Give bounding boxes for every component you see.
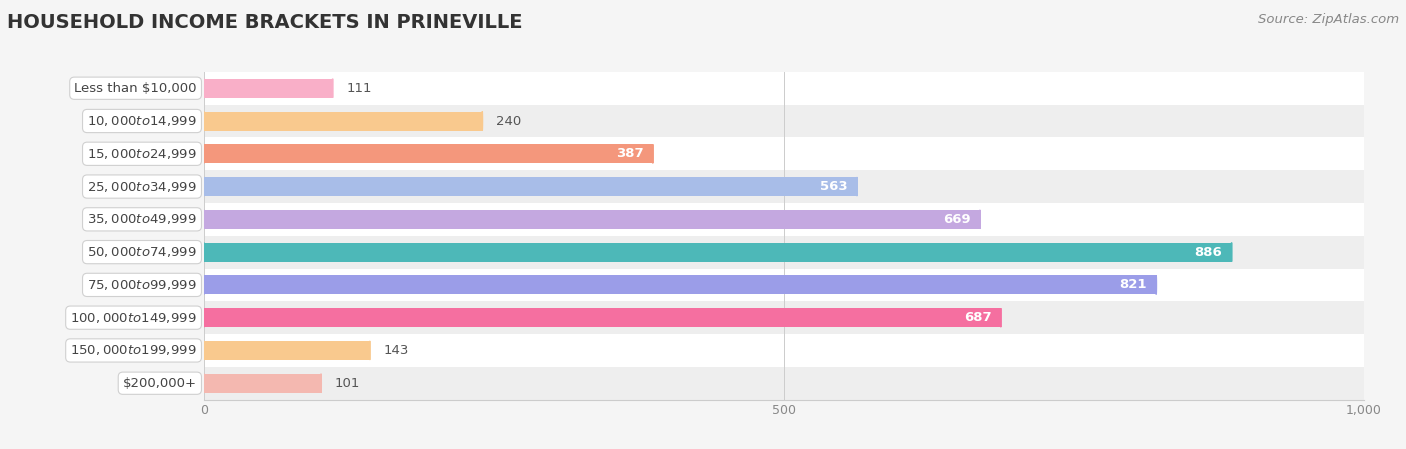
Text: 240: 240	[496, 114, 522, 128]
Bar	[204, 144, 652, 163]
Bar	[204, 242, 1232, 262]
Text: $50,000 to $74,999: $50,000 to $74,999	[87, 245, 197, 259]
FancyBboxPatch shape	[204, 367, 1364, 400]
Text: Less than $10,000: Less than $10,000	[75, 82, 197, 95]
Bar	[204, 374, 321, 393]
Bar	[204, 210, 980, 229]
Text: 821: 821	[1119, 278, 1147, 291]
FancyBboxPatch shape	[204, 269, 1364, 301]
Text: 687: 687	[965, 311, 991, 324]
Text: 101: 101	[335, 377, 360, 390]
Bar	[204, 111, 482, 131]
Text: $15,000 to $24,999: $15,000 to $24,999	[87, 147, 197, 161]
Text: 563: 563	[820, 180, 848, 193]
FancyBboxPatch shape	[204, 72, 1364, 105]
Text: 387: 387	[616, 147, 644, 160]
FancyBboxPatch shape	[204, 105, 1364, 137]
Text: $10,000 to $14,999: $10,000 to $14,999	[87, 114, 197, 128]
FancyBboxPatch shape	[204, 301, 1364, 334]
Text: 111: 111	[346, 82, 373, 95]
Bar	[204, 275, 1156, 295]
Text: $150,000 to $199,999: $150,000 to $199,999	[70, 343, 197, 357]
Bar	[204, 308, 1001, 327]
FancyBboxPatch shape	[204, 203, 1364, 236]
FancyBboxPatch shape	[204, 137, 1364, 170]
Text: $25,000 to $34,999: $25,000 to $34,999	[87, 180, 197, 194]
Text: HOUSEHOLD INCOME BRACKETS IN PRINEVILLE: HOUSEHOLD INCOME BRACKETS IN PRINEVILLE	[7, 13, 523, 32]
Text: 886: 886	[1195, 246, 1222, 259]
FancyBboxPatch shape	[204, 236, 1364, 269]
Bar	[204, 79, 333, 98]
Text: $75,000 to $99,999: $75,000 to $99,999	[87, 278, 197, 292]
Text: Source: ZipAtlas.com: Source: ZipAtlas.com	[1258, 13, 1399, 26]
Text: 669: 669	[943, 213, 970, 226]
Text: 143: 143	[384, 344, 409, 357]
Bar	[204, 341, 370, 360]
FancyBboxPatch shape	[204, 334, 1364, 367]
Text: $200,000+: $200,000+	[122, 377, 197, 390]
Bar	[204, 177, 856, 196]
Text: $35,000 to $49,999: $35,000 to $49,999	[87, 212, 197, 226]
FancyBboxPatch shape	[204, 170, 1364, 203]
Text: $100,000 to $149,999: $100,000 to $149,999	[70, 311, 197, 325]
